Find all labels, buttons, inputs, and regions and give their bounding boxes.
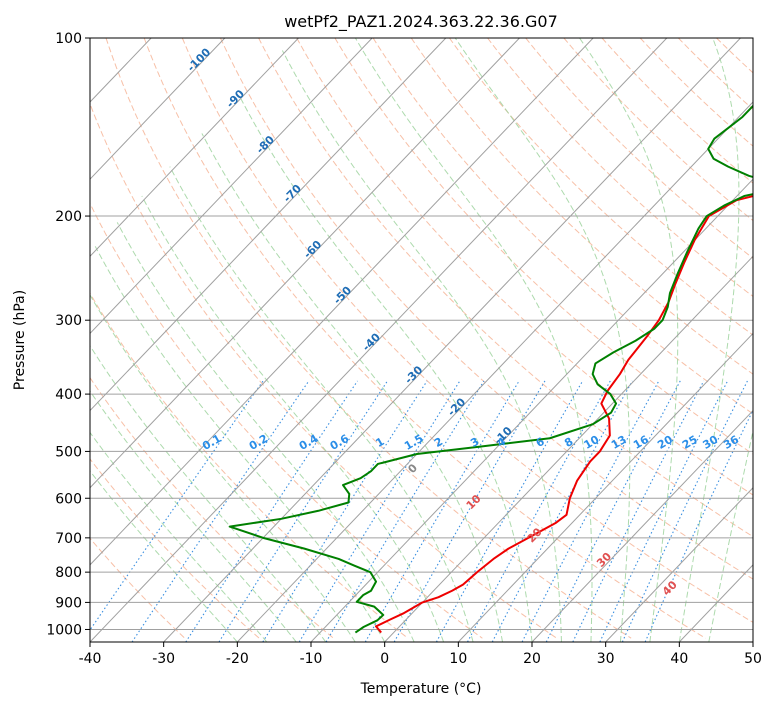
isotherm-line	[605, 487, 753, 642]
y-tick-label: 500	[55, 444, 82, 460]
dry-adiabat	[258, 38, 753, 538]
moist-adiabat	[238, 95, 533, 642]
y-tick-label: 700	[55, 531, 82, 547]
moist-adiabat	[281, 50, 562, 642]
x-tick-label: 20	[523, 651, 541, 667]
isotherm-line	[90, 38, 594, 566]
dry-adiabat	[334, 38, 753, 455]
isotherm-line	[90, 38, 447, 412]
x-tick-label: 0	[380, 651, 389, 667]
y-tick-label: 100	[55, 31, 82, 47]
x-tick-label: -10	[300, 651, 323, 667]
isotherm-line	[90, 38, 668, 642]
x-tick-label: 40	[670, 651, 688, 667]
series-layer	[228, 104, 753, 634]
temperature-profile	[375, 195, 753, 634]
mixing-ratio-line	[572, 380, 705, 642]
mixing-ratio-line	[545, 380, 681, 642]
dry-adiabat	[563, 38, 753, 222]
x-axis-title: Temperature (°C)	[360, 681, 482, 697]
moist-adiabat	[454, 38, 631, 642]
moist-adiabat	[354, 38, 593, 642]
y-tick-label: 800	[55, 565, 82, 581]
mixing-ratio-line	[491, 380, 633, 642]
isotherm-line	[236, 101, 753, 642]
plot-frame	[89, 37, 754, 643]
isotherm-line	[384, 255, 753, 642]
dewpoint-profile	[228, 104, 753, 634]
dry-adiabat	[449, 38, 753, 336]
y-tick-label: 600	[55, 491, 82, 507]
isotherm-line	[310, 178, 753, 642]
moist-adiabat	[169, 166, 474, 642]
isotherm-line	[163, 38, 741, 642]
mixing-ratio-line	[435, 380, 584, 642]
x-tick-label: -40	[79, 651, 102, 667]
y-tick-label: 300	[55, 313, 82, 329]
dry-adiabat	[601, 38, 753, 184]
y-axis-title: Pressure (hPa)	[12, 290, 28, 390]
dry-adiabat	[90, 292, 409, 639]
mixing-ratio-line	[393, 380, 546, 642]
chart-title: wetPf2_PAZ1.2024.363.22.36.G07	[284, 12, 558, 32]
mixing-ratio-line	[185, 380, 358, 642]
moist-adiabat	[90, 293, 356, 642]
plot-grid	[90, 38, 753, 642]
axes: -40 -30 -20 -10 0 10 20 30 40 50 100 200 300 400 500 60…	[46, 31, 762, 667]
moist-adiabat	[116, 222, 415, 642]
y-tick-label: 400	[55, 387, 82, 403]
mixing-ratio-line	[262, 380, 428, 642]
dry-adiabat	[487, 38, 753, 298]
isotherm-line	[90, 38, 373, 335]
y-tick-label: 1000	[46, 622, 82, 638]
isotherm-line	[90, 38, 226, 180]
moist-adiabat	[90, 390, 297, 642]
mixing-ratio-line	[621, 380, 748, 642]
isotherm-line	[457, 332, 753, 642]
moist-adiabat	[708, 428, 753, 642]
moist-adiabat	[141, 195, 445, 642]
y-tick-label: 200	[55, 209, 82, 225]
mixing-ratio-line	[90, 380, 264, 631]
x-tick-label: -30	[152, 651, 175, 667]
isotherm-line	[90, 38, 299, 258]
x-tick-label: 10	[449, 651, 467, 667]
moist-adiabat	[94, 246, 386, 642]
moist-adiabat	[90, 344, 327, 642]
dry-adiabat	[296, 38, 753, 496]
moist-adiabat	[678, 38, 740, 642]
moist-adiabat	[90, 470, 238, 642]
mixing-ratio-line	[298, 380, 461, 642]
mixing-ratio-line	[467, 380, 611, 642]
isotherm-line	[90, 38, 520, 489]
mixing-ratio-line	[521, 380, 660, 642]
dry-adiabat	[410, 38, 753, 375]
dry-adiabat	[372, 38, 753, 415]
mixing-ratio-line	[644, 408, 753, 642]
mixing-ratio-line	[599, 380, 729, 642]
x-tick-label: 30	[597, 651, 615, 667]
x-tick-label: 50	[744, 651, 762, 667]
y-tick-label: 900	[55, 595, 82, 611]
isotherm-line	[531, 409, 753, 642]
x-tick-label: -20	[226, 651, 249, 667]
